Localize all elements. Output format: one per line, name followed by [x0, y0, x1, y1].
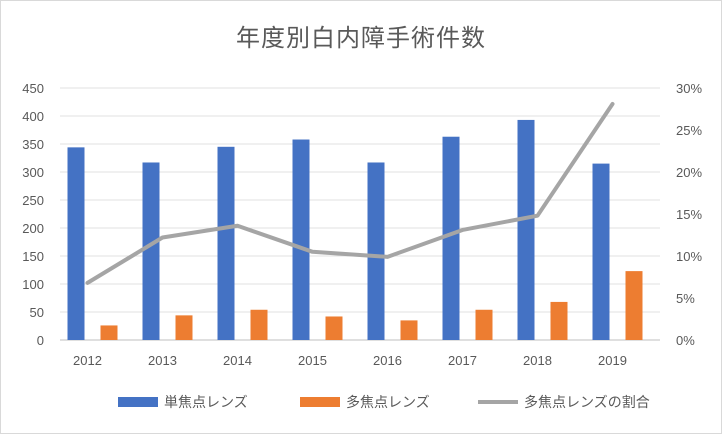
- gridlines: [60, 87, 660, 341]
- x-axis-ticks: 2012 2013 2014 2015 2016 2017 2018 2019: [73, 353, 627, 368]
- left-axis-tick-label: 450: [22, 81, 44, 96]
- legend-swatch-monofocal: [118, 397, 158, 407]
- bar-monofocal: [292, 139, 310, 340]
- left-axis-tick-label: 0: [37, 333, 44, 348]
- bar-multifocal: [475, 309, 493, 340]
- x-axis-tick-label: 2019: [598, 353, 627, 368]
- x-axis-tick-label: 2015: [298, 353, 327, 368]
- left-axis-tick-label: 150: [22, 249, 44, 264]
- bar-monofocal: [367, 162, 385, 340]
- x-axis-tick-label: 2016: [373, 353, 402, 368]
- legend-item-monofocal: 単焦点レンズ: [118, 392, 248, 412]
- left-axis-tick-label: 350: [22, 137, 44, 152]
- bar-monofocal: [517, 119, 535, 340]
- left-axis-tick-label: 200: [22, 221, 44, 236]
- bar-multifocal: [250, 309, 268, 340]
- legend-label-monofocal: 単焦点レンズ: [164, 395, 248, 411]
- left-axis-tick-label: 50: [30, 305, 44, 320]
- x-axis-tick-label: 2014: [223, 353, 252, 368]
- x-axis-tick-label: 2018: [523, 353, 552, 368]
- bar-monofocal: [442, 136, 460, 340]
- bar-monofocal: [217, 146, 235, 340]
- left-axis-tick-label: 300: [22, 165, 44, 180]
- left-axis-tick-label: 100: [22, 277, 44, 292]
- bar-multifocal: [625, 271, 643, 340]
- legend-label-ratio: 多焦点レンズの割合: [524, 395, 650, 411]
- right-axis-tick-label: 30%: [676, 81, 702, 96]
- legend-item-ratio: 多焦点レンズの割合: [478, 392, 650, 412]
- bar-multifocal: [400, 320, 418, 340]
- legend: 単焦点レンズ 多焦点レンズ 多焦点レンズの割合: [0, 392, 722, 412]
- left-axis-ticks: 0 50 100 150 200 250 300 350 400 450: [22, 81, 44, 348]
- right-axis-tick-label: 25%: [676, 123, 702, 138]
- x-axis-tick-label: 2017: [448, 353, 477, 368]
- right-axis-ticks: 0% 5% 10% 15% 20% 25% 30%: [676, 81, 702, 348]
- chart-title: 年度別白内障手術件数: [236, 24, 486, 52]
- left-axis-tick-label: 400: [22, 109, 44, 124]
- x-axis-tick-label: 2012: [73, 353, 102, 368]
- x-axis-tick-label: 2013: [148, 353, 177, 368]
- bar-monofocal: [67, 147, 85, 340]
- legend-swatch-ratio: [478, 400, 518, 404]
- ratio-line: [85, 101, 615, 285]
- bar-multifocal: [325, 316, 343, 340]
- right-axis-tick-label: 5%: [676, 291, 695, 306]
- legend-label-multifocal: 多焦点レンズ: [346, 395, 430, 411]
- bar-multifocal: [175, 315, 193, 340]
- right-axis-tick-label: 20%: [676, 165, 702, 180]
- legend-swatch-multifocal: [300, 397, 340, 407]
- right-axis-tick-label: 0%: [676, 333, 695, 348]
- bars: [67, 119, 643, 340]
- left-axis-tick-label: 250: [22, 193, 44, 208]
- bar-multifocal: [100, 325, 118, 340]
- bar-multifocal: [550, 301, 568, 340]
- bar-monofocal: [142, 162, 160, 340]
- line-ratio: [85, 101, 615, 285]
- right-axis-tick-label: 15%: [676, 207, 702, 222]
- right-axis-tick-label: 10%: [676, 249, 702, 264]
- bar-monofocal: [592, 163, 610, 340]
- legend-item-multifocal: 多焦点レンズ: [300, 392, 430, 412]
